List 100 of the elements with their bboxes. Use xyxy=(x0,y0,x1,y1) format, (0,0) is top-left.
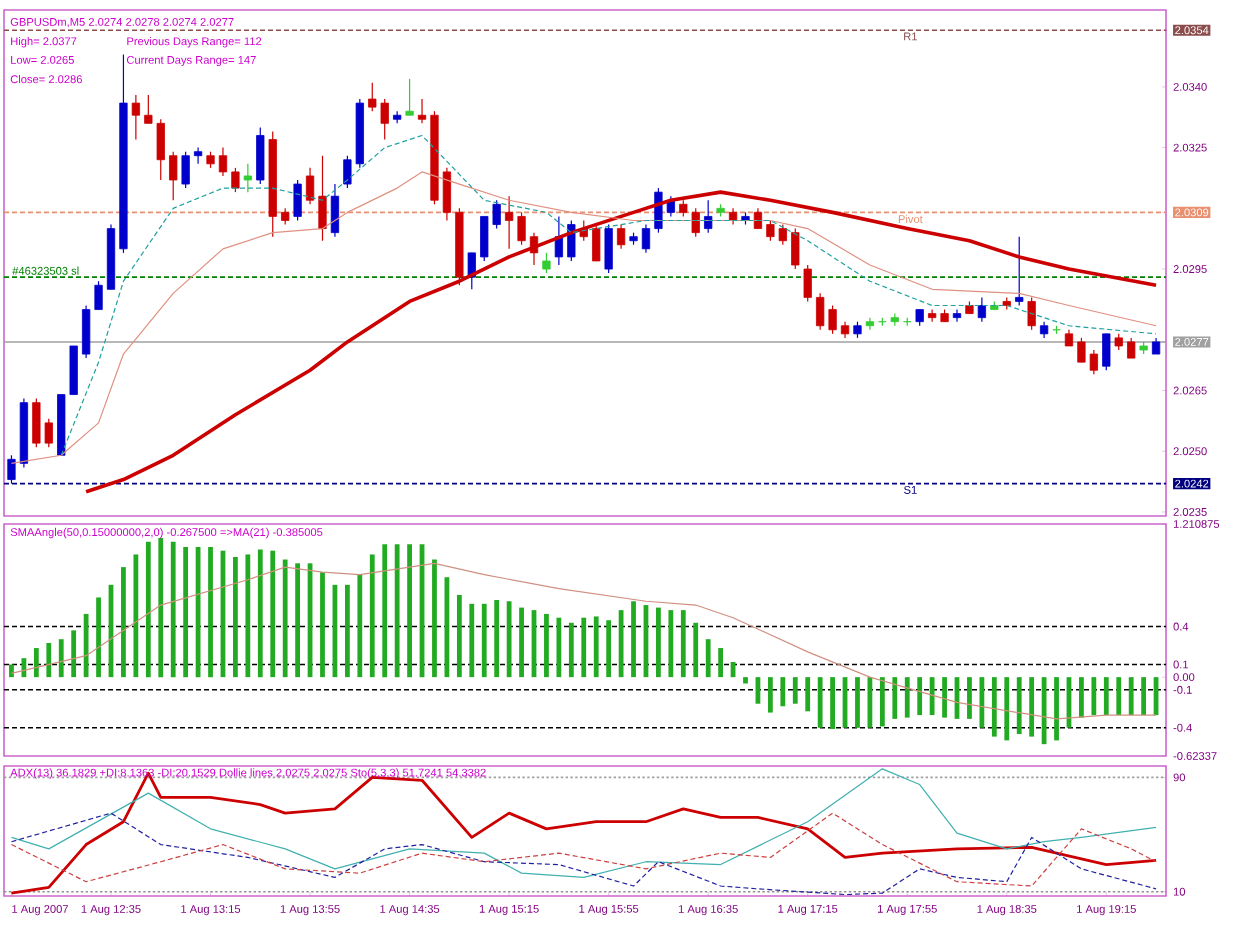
candlestick xyxy=(1127,337,1136,359)
bar xyxy=(904,677,910,718)
bar xyxy=(320,572,325,678)
candlestick xyxy=(865,317,875,331)
bar xyxy=(656,607,661,678)
bar xyxy=(382,544,388,678)
line-series xyxy=(84,190,1158,494)
bar xyxy=(407,544,412,678)
bar xyxy=(506,601,512,678)
bar xyxy=(432,559,437,678)
bar xyxy=(879,677,885,727)
bar xyxy=(133,554,139,678)
candlestick xyxy=(169,151,178,201)
candlestick xyxy=(1102,333,1111,371)
candlestick xyxy=(791,227,800,270)
bar xyxy=(991,677,997,737)
bar xyxy=(245,554,251,678)
bar xyxy=(593,616,599,678)
bar xyxy=(494,599,500,678)
candlestick xyxy=(131,94,141,141)
bar xyxy=(369,554,375,678)
bar xyxy=(581,617,587,678)
candlestick xyxy=(1027,296,1036,331)
bar xyxy=(942,677,947,718)
bar xyxy=(1079,677,1084,718)
bar xyxy=(58,639,64,678)
bar xyxy=(568,622,574,678)
candlestick xyxy=(977,296,987,323)
bar xyxy=(481,603,487,678)
candlestick xyxy=(592,223,601,262)
candlestick xyxy=(554,215,564,266)
bar xyxy=(96,597,101,678)
candlestick xyxy=(1015,236,1024,307)
candlestick xyxy=(243,163,252,193)
candlestick xyxy=(405,78,414,116)
candlestick xyxy=(81,304,91,359)
candlestick xyxy=(318,155,327,242)
candlestick xyxy=(442,167,452,222)
bar xyxy=(1016,677,1022,735)
bar xyxy=(208,546,213,678)
bar xyxy=(1029,677,1035,737)
bar xyxy=(295,563,301,678)
candlestick xyxy=(293,179,302,222)
bar xyxy=(967,677,972,719)
line-series xyxy=(10,771,1158,895)
bar xyxy=(282,559,288,678)
bar xyxy=(743,677,748,684)
bar xyxy=(257,549,263,678)
bar xyxy=(344,584,350,678)
candlestick xyxy=(94,280,103,311)
bar xyxy=(183,546,189,678)
bar xyxy=(357,574,363,678)
candlestick xyxy=(616,223,626,250)
bar xyxy=(145,541,151,678)
candlestick xyxy=(181,151,190,189)
candlestick xyxy=(542,252,551,274)
bar xyxy=(929,677,935,716)
bar xyxy=(1141,677,1147,716)
candlestick xyxy=(393,110,402,124)
bar xyxy=(1091,677,1097,716)
bar xyxy=(1004,677,1010,741)
line-series xyxy=(10,562,1157,720)
bar xyxy=(46,643,52,678)
bar xyxy=(705,639,711,678)
bar xyxy=(805,677,811,712)
bar xyxy=(83,613,89,678)
bar xyxy=(718,648,724,678)
candlestick xyxy=(256,126,265,185)
bar xyxy=(1128,677,1134,716)
candlestick xyxy=(753,207,763,230)
bar xyxy=(121,567,126,678)
bar xyxy=(469,603,475,678)
candlestick xyxy=(641,223,651,254)
candlestick xyxy=(704,199,713,234)
line-series xyxy=(10,768,1157,879)
bar xyxy=(631,601,636,678)
bar xyxy=(606,620,612,678)
bar xyxy=(855,677,860,728)
candlestick xyxy=(417,98,427,124)
bar xyxy=(680,610,686,678)
bar xyxy=(979,677,985,728)
candlestick xyxy=(330,183,340,238)
candlestick xyxy=(231,167,240,193)
bar xyxy=(792,677,798,704)
candlestick xyxy=(218,147,228,177)
bar xyxy=(519,607,524,678)
bar xyxy=(544,613,549,678)
candlestick xyxy=(803,264,812,303)
bar xyxy=(270,550,276,678)
bar xyxy=(170,541,176,678)
bar xyxy=(693,622,699,678)
candlestick xyxy=(305,167,315,205)
bar xyxy=(917,677,923,716)
candlestick xyxy=(952,308,962,323)
bar xyxy=(817,677,823,728)
bar xyxy=(556,617,562,678)
bar xyxy=(233,556,238,678)
bar xyxy=(158,538,164,678)
bar xyxy=(9,664,14,678)
bar xyxy=(1054,677,1059,741)
